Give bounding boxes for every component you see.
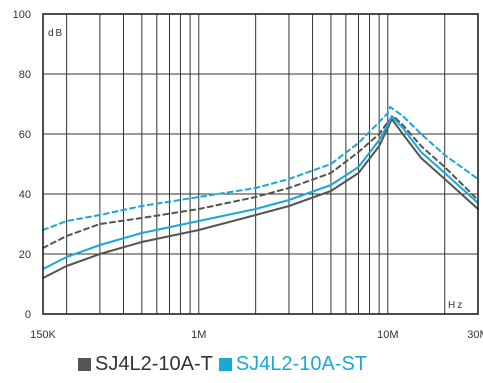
series-line bbox=[42, 118, 479, 279]
x-tick-label: 1M bbox=[191, 329, 206, 341]
y-tick-label: 100 bbox=[13, 9, 31, 21]
y-tick-labels: 0 20 40 60 80 100 bbox=[13, 9, 31, 321]
legend-label: SJ4L2-10A-T bbox=[95, 352, 213, 375]
legend-item-st: SJ4L2-10A-ST bbox=[218, 352, 368, 376]
legend: SJ4L2-10A-T SJ4L2-10A-ST bbox=[78, 352, 373, 376]
series-lines bbox=[42, 106, 479, 279]
legend-swatch-cyan bbox=[218, 357, 232, 371]
x-tick-labels: 150K 1M 10M 30M bbox=[30, 329, 483, 341]
legend-item-t: SJ4L2-10A-T bbox=[78, 353, 213, 376]
y-tick-label: 0 bbox=[25, 309, 31, 321]
y-unit-label: dB bbox=[48, 28, 64, 39]
y-tick-label: 20 bbox=[19, 249, 31, 261]
plot-frame bbox=[42, 13, 479, 315]
x-tick-label: 10M bbox=[377, 329, 398, 341]
series-line bbox=[42, 115, 479, 249]
x-unit-label: Hz bbox=[448, 300, 464, 311]
y-tick-label: 80 bbox=[19, 69, 31, 81]
grid bbox=[43, 14, 478, 314]
legend-label: SJ4L2-10A-ST bbox=[235, 352, 368, 375]
y-tick-label: 40 bbox=[19, 189, 31, 201]
legend-swatch-gray bbox=[78, 357, 91, 371]
y-tick-label: 60 bbox=[19, 129, 31, 141]
x-tick-label: 30M bbox=[467, 329, 483, 341]
series-line bbox=[42, 115, 479, 270]
series-line bbox=[42, 106, 479, 231]
x-tick-label: 150K bbox=[30, 329, 56, 341]
emi-attenuation-chart: 0 20 40 60 80 100 150K 1M 10M 30M dB Hz bbox=[13, 9, 483, 341]
